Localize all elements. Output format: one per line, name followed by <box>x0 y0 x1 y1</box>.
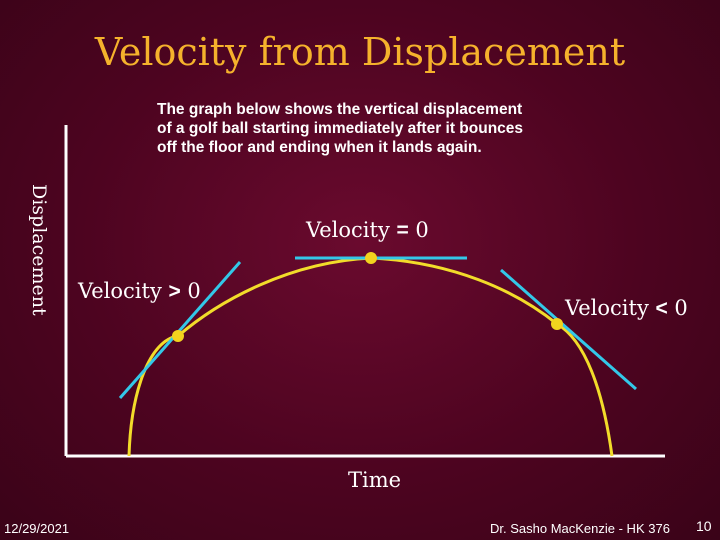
y-axis-label: Displacement <box>28 184 50 316</box>
description: The graph below shows the vertical displ… <box>157 100 627 157</box>
slide-title: Velocity from Displacement <box>94 30 626 74</box>
description-line: of a golf ball starting immediately afte… <box>157 120 524 137</box>
tangent-point-zero <box>365 252 377 264</box>
velocity-value: 0 <box>408 218 429 242</box>
velocity-positive-label: Velocity > 0 <box>78 279 201 304</box>
tangent-point-negative <box>551 318 563 330</box>
x-axis-label: Time <box>348 468 402 492</box>
velocity-value: 0 <box>667 296 688 320</box>
equals-operator: = <box>396 219 409 242</box>
velocity-word: Velocity <box>306 218 397 242</box>
description-line: off the floor and ending when it lands a… <box>157 139 482 156</box>
tangent-line-positive <box>118 261 242 399</box>
page-number: 10 <box>696 518 712 534</box>
footer-author: Dr. Sasho MacKenzie - HK 376 <box>490 521 670 536</box>
velocity-negative-label: Velocity < 0 <box>565 296 688 321</box>
greater-than-operator: > <box>168 280 181 303</box>
footer-date: 12/29/2021 <box>4 521 70 536</box>
displacement-curve <box>127 256 614 457</box>
velocity-word: Velocity <box>78 279 169 303</box>
tangent-point-positive <box>172 330 184 342</box>
description-line: The graph below shows the vertical displ… <box>157 101 523 118</box>
velocity-word: Velocity <box>565 296 656 320</box>
less-than-operator: < <box>655 297 668 320</box>
velocity-zero-label: Velocity = 0 <box>306 218 429 243</box>
tangent-line-negative <box>500 268 637 391</box>
velocity-value: 0 <box>180 279 201 303</box>
